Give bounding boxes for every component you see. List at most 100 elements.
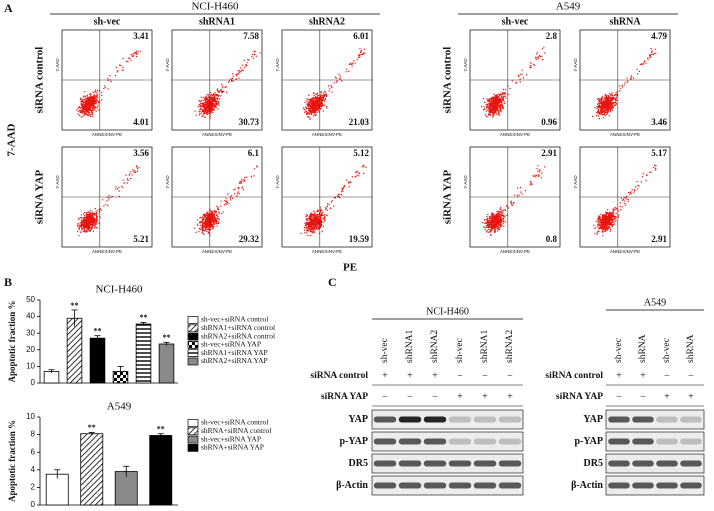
band <box>632 482 654 489</box>
quadrant-value: 7.58 <box>243 31 259 41</box>
plot-y-label: 7-AAD <box>55 58 60 72</box>
panel-label: B <box>4 275 12 289</box>
legend-label: sh-vec+siRNA control <box>201 418 268 427</box>
lane-label: shRNA1 <box>480 329 490 363</box>
legend-label: shRNA2+siRNA control <box>201 331 275 340</box>
quadrant-value: 3.56 <box>133 148 149 158</box>
panel-label: A <box>4 1 13 15</box>
band <box>373 416 397 423</box>
plot-x-label: ANNEXINV-PE <box>500 132 530 137</box>
y-tick-label: 6 <box>31 447 36 456</box>
legend-label: shRNA1+siRNA YAP <box>201 348 268 357</box>
y-tick-label: 0 <box>31 378 36 387</box>
quadrant-value: 4.01 <box>133 117 149 127</box>
band <box>398 482 422 489</box>
group-title: A549 <box>556 1 581 13</box>
quadrant-value: 29.32 <box>239 234 260 244</box>
sign: − <box>507 370 513 381</box>
event-dots <box>303 48 366 120</box>
blot-strip <box>371 431 524 452</box>
band <box>423 438 447 445</box>
y-tick-label: 10 <box>26 412 35 421</box>
legend-swatch <box>187 349 199 358</box>
plot-x-label: ANNEXINV-PE <box>92 132 122 137</box>
y-tick-label: 0 <box>31 500 36 509</box>
blot-strip <box>605 453 705 474</box>
bar <box>45 473 69 506</box>
blot-title: NCI-H460 <box>426 306 469 317</box>
legend-label: shRNA+siRNA control <box>201 426 271 435</box>
treatment-label: siRNA control <box>310 371 368 381</box>
quadrant-value: 6.01 <box>353 31 369 41</box>
protein-label: DR5 <box>584 458 603 469</box>
band <box>608 460 630 467</box>
legend-swatch <box>187 435 199 444</box>
band <box>656 460 678 467</box>
quadrant-value: 2.8 <box>546 31 558 41</box>
significance: ** <box>140 313 148 322</box>
band <box>498 482 522 489</box>
sign: − <box>407 391 413 402</box>
y-tick-label: 4 <box>31 465 36 474</box>
protein-label: p-YAP <box>339 436 368 447</box>
bar <box>158 343 175 384</box>
band <box>498 438 522 445</box>
quadrant-value: 0.96 <box>541 117 557 127</box>
blot-strip <box>605 475 705 496</box>
chart-title: A549 <box>107 401 132 413</box>
band <box>680 482 702 489</box>
event-dots <box>76 50 141 118</box>
event-dots <box>592 48 657 120</box>
sign: − <box>640 391 646 402</box>
bar <box>149 435 173 506</box>
significance: ** <box>88 423 96 432</box>
band <box>608 482 630 489</box>
band <box>656 416 678 423</box>
blot-strip <box>371 453 524 474</box>
y-tick-label: 40 <box>26 312 35 321</box>
y-axis-label: Apoptotic fraction % <box>7 420 17 502</box>
blot-strip <box>371 475 524 496</box>
blot-strip <box>371 409 524 430</box>
band <box>632 438 654 445</box>
band <box>398 438 422 445</box>
band <box>473 482 497 489</box>
band <box>448 482 472 489</box>
sign: + <box>640 370 646 381</box>
legend-label: sh-vec+siRNA YAP <box>201 434 261 443</box>
legend-swatch <box>187 357 199 366</box>
event-dots <box>76 165 140 237</box>
plot-y-label: 7-AAD <box>275 58 280 72</box>
band <box>473 416 497 423</box>
quadrant-value: 3.46 <box>651 117 667 127</box>
quadrant-value: 30.73 <box>239 117 260 127</box>
legend-swatch <box>187 427 199 436</box>
y-axis-label: 7-AAD <box>6 123 18 156</box>
y-tick-label: 20 <box>26 345 35 354</box>
plot-x-label: ANNEXINV-PE <box>312 249 342 254</box>
band <box>423 460 447 467</box>
protein-label: DR5 <box>349 458 368 469</box>
legend-swatch <box>187 324 199 333</box>
plot-x-label: ANNEXINV-PE <box>500 249 530 254</box>
y-axis-label: Apoptotic fraction % <box>7 301 17 383</box>
sign: − <box>688 370 694 381</box>
significance: ** <box>163 333 171 342</box>
bar <box>80 433 104 506</box>
protein-label: YAP <box>348 414 368 425</box>
sign: − <box>664 370 670 381</box>
plot-y-label: 7-AAD <box>463 175 468 189</box>
plot-y-label: 7-AAD <box>275 175 280 189</box>
legend-swatch <box>187 332 199 341</box>
lane-label: sh-vec <box>455 338 465 363</box>
band <box>680 416 702 423</box>
plot-x-label: ANNEXINV-PE <box>92 249 122 254</box>
row-label: siRNA YAP <box>34 169 46 224</box>
protein-label: YAP <box>583 414 603 425</box>
sign: + <box>482 391 488 402</box>
lane-label: shRNA <box>686 334 696 363</box>
chart-title: NCI-H460 <box>95 284 143 296</box>
event-dots <box>194 50 261 119</box>
band <box>608 438 630 445</box>
